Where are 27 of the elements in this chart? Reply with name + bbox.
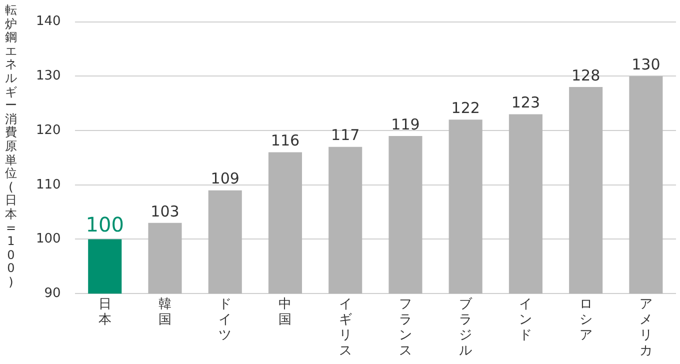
x-tick-label: アメリカ	[639, 296, 652, 359]
data-label: 122	[451, 99, 480, 118]
data-label: 116	[270, 132, 300, 150]
data-label: 103	[150, 202, 180, 220]
data-label: 119	[391, 115, 420, 134]
text: 転炉鋼エネルギー消費原単位(日本=100)	[5, 3, 17, 289]
x-tick-label: 韓国	[158, 296, 172, 328]
x-tick-label: 中国	[278, 296, 292, 328]
y-tick-label: 120	[36, 122, 61, 138]
x-tick-label: ロシア	[579, 296, 592, 343]
y-tick-label: 140	[36, 14, 61, 30]
data-label: 130	[632, 56, 660, 74]
x-tick-label: ドイツ	[218, 296, 232, 343]
data-label: 117	[331, 126, 360, 144]
data-label: 100	[86, 212, 124, 236]
x-tick-label: イギリス	[338, 296, 352, 359]
y-tick-label: 130	[36, 68, 61, 84]
x-tick-label: ブラジル	[459, 296, 474, 359]
x-tick-label: フランス	[398, 296, 412, 359]
y-tick-label: 100	[36, 232, 61, 247]
y-tick-label: 110	[36, 177, 61, 192]
data-label: 123	[511, 94, 540, 112]
y-tick-label: 90	[44, 286, 61, 301]
x-tick-label: インド	[519, 296, 532, 343]
data-label: 128	[572, 66, 600, 84]
x-tick-label: 日本	[98, 296, 112, 328]
data-label: 109	[210, 170, 240, 188]
